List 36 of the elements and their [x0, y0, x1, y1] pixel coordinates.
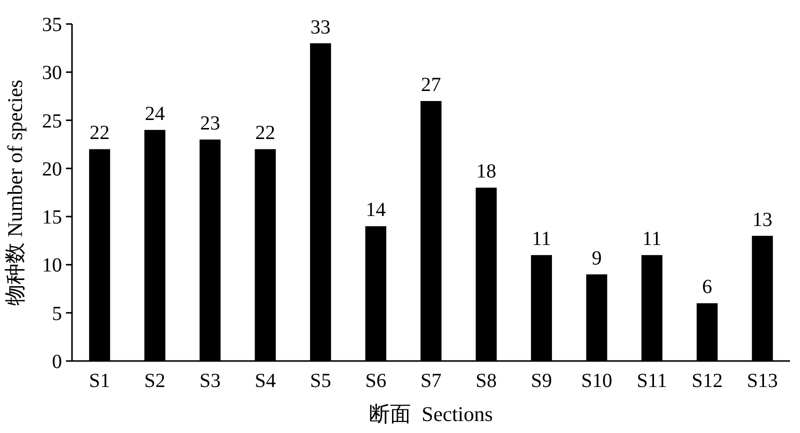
data-label: 22 — [90, 122, 110, 144]
data-label: 13 — [752, 208, 772, 231]
x-tick-label: S1 — [89, 370, 110, 392]
x-tick-label: S9 — [530, 370, 552, 392]
y-tick-label: 15 — [42, 206, 62, 229]
data-label: 27 — [421, 74, 441, 96]
x-tick-label: S4 — [254, 370, 276, 392]
y-tick-label: 20 — [42, 158, 62, 180]
data-label: 9 — [592, 247, 602, 270]
x-tick-label: S2 — [144, 370, 166, 392]
data-label: 18 — [476, 160, 496, 183]
x-axis-title: 断面 Sections — [369, 402, 493, 426]
y-tick-label: 0 — [52, 351, 62, 373]
x-tick-label: S10 — [581, 370, 612, 392]
data-label: 6 — [702, 276, 712, 298]
data-label: 11 — [532, 228, 552, 250]
x-tick-label: S12 — [692, 370, 723, 392]
y-tick-label: 35 — [42, 14, 62, 36]
y-tick-label: 10 — [42, 254, 62, 277]
x-tick-label: S8 — [476, 370, 497, 392]
x-tick-label: S7 — [420, 370, 442, 392]
y-tick-label: 5 — [52, 302, 62, 325]
y-tick-label: 30 — [42, 62, 62, 84]
x-tick-label: S11 — [636, 370, 668, 392]
data-label: 14 — [366, 199, 386, 222]
data-label: 33 — [310, 16, 331, 38]
data-label: 11 — [642, 228, 662, 250]
y-tick-label: 25 — [42, 110, 62, 132]
data-label: 23 — [200, 112, 220, 135]
x-tick-label: S13 — [746, 370, 778, 392]
y-axis-title: 物种数 Number of species — [3, 80, 27, 306]
data-label: 24 — [144, 102, 165, 125]
data-label: 22 — [255, 122, 276, 144]
x-tick-label: S3 — [200, 370, 221, 392]
x-tick-label: S6 — [365, 370, 386, 392]
x-tick-label: S5 — [310, 370, 332, 392]
